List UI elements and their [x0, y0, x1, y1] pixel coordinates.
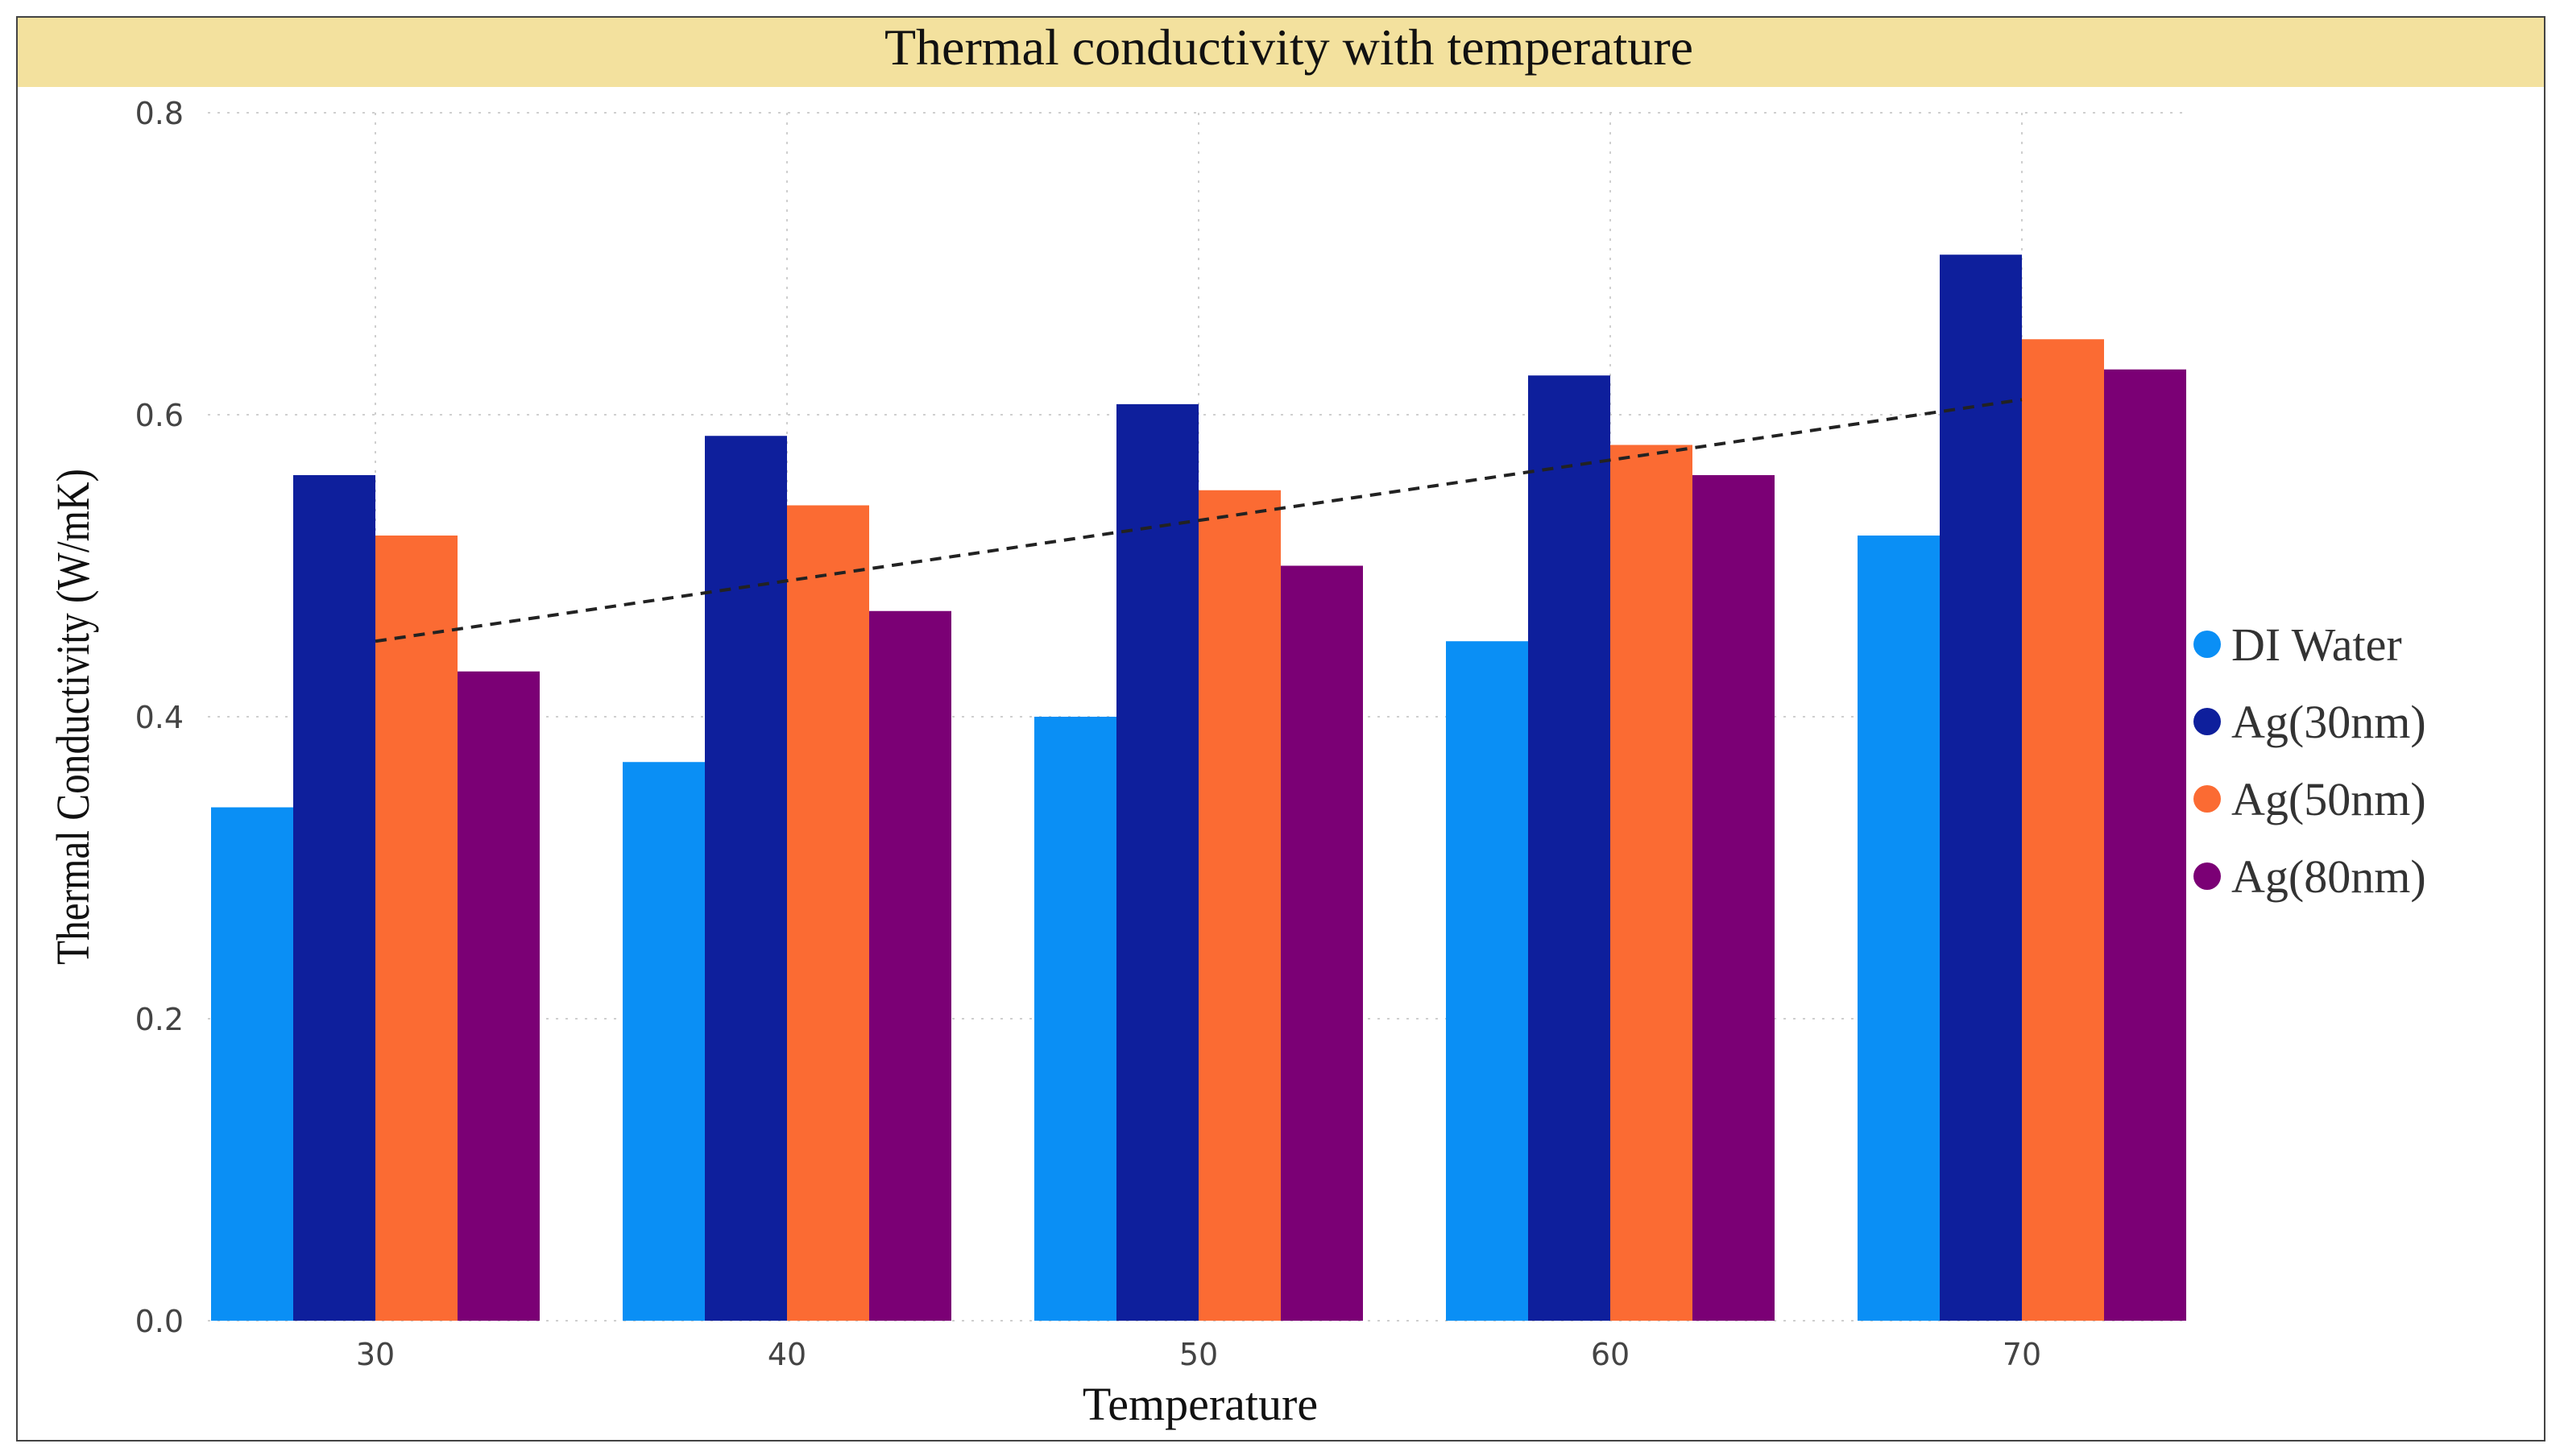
- legend-label: Ag(50nm): [2231, 773, 2426, 825]
- legend: DI Water Ag(30nm) Ag(50nm) Ag(80nm): [2193, 618, 2426, 903]
- x-tick-label: 30: [356, 1337, 395, 1372]
- legend-item-ag-80nm[interactable]: Ag(80nm): [2193, 850, 2426, 903]
- bar-di-water-40: [623, 762, 705, 1321]
- bars: [211, 254, 2186, 1321]
- y-axis-label: Thermal Conductivity (W/mK): [47, 469, 99, 965]
- legend-item-di-water[interactable]: DI Water: [2193, 618, 2402, 671]
- bar-di-water-70: [1858, 536, 1940, 1321]
- x-tick-label: 40: [768, 1337, 806, 1372]
- y-axis-ticks: 0.0 0.2 0.4 0.6 0.8: [135, 96, 184, 1339]
- bar-di-water-60: [1446, 641, 1528, 1321]
- bar-di-water-30: [211, 807, 293, 1321]
- y-tick-label: 0.8: [135, 96, 184, 131]
- x-tick-label: 60: [1591, 1337, 1630, 1372]
- bar-ag-50nm-60: [1610, 445, 1692, 1321]
- bar-di-water-50: [1034, 717, 1116, 1321]
- trendline: [375, 398, 2023, 643]
- bar-ag-80nm-70: [2104, 369, 2186, 1321]
- x-tick-label: 50: [1179, 1337, 1218, 1372]
- y-tick-label: 0.6: [135, 398, 184, 433]
- legend-item-ag-30nm[interactable]: Ag(30nm): [2193, 696, 2426, 748]
- y-tick-label: 0.4: [135, 700, 184, 735]
- x-axis-label: Temperature: [1083, 1378, 1318, 1430]
- legend-label: Ag(30nm): [2231, 696, 2426, 748]
- bar-ag-50nm-70: [2022, 339, 2104, 1321]
- bar-ag-80nm-50: [1281, 565, 1363, 1321]
- y-tick-label: 0.2: [135, 1002, 184, 1037]
- trendline-layer: [375, 398, 2023, 643]
- bar-ag-30nm-40: [705, 436, 787, 1321]
- bar-ag-30nm-50: [1116, 403, 1199, 1321]
- bar-ag-80nm-30: [458, 671, 540, 1321]
- x-tick-label: 70: [2003, 1337, 2041, 1372]
- legend-swatch: [2193, 708, 2221, 735]
- legend-label: Ag(80nm): [2231, 850, 2426, 903]
- bar-ag-50nm-50: [1199, 490, 1281, 1321]
- chart-title: Thermal conductivity with temperature: [884, 19, 1693, 76]
- bar-ag-30nm-30: [293, 475, 375, 1321]
- bar-ag-30nm-60: [1528, 375, 1610, 1321]
- x-axis-ticks: 30 40 50 60 70: [356, 1337, 2041, 1372]
- bar-ag-50nm-30: [375, 536, 458, 1321]
- bar-ag-50nm-40: [787, 505, 869, 1321]
- bar-ag-80nm-60: [1692, 475, 1775, 1321]
- legend-swatch: [2193, 862, 2221, 890]
- legend-swatch: [2193, 631, 2221, 658]
- y-tick-label: 0.0: [135, 1304, 184, 1339]
- bar-ag-30nm-70: [1940, 254, 2022, 1321]
- legend-label: DI Water: [2231, 618, 2402, 671]
- chart-title-background: [18, 18, 2544, 87]
- legend-item-ag-50nm[interactable]: Ag(50nm): [2193, 773, 2426, 825]
- bar-ag-80nm-40: [869, 610, 951, 1321]
- legend-swatch: [2193, 785, 2221, 813]
